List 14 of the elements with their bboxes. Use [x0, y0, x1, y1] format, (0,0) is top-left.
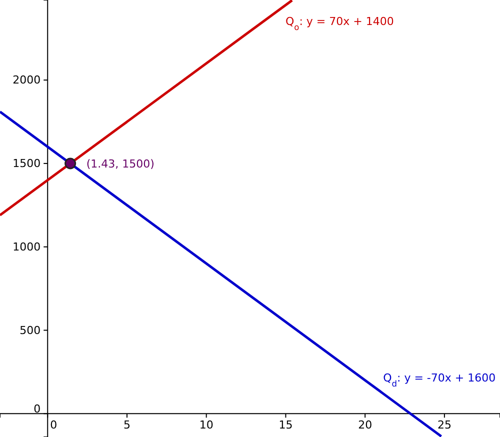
x-tick-label: 15	[278, 418, 293, 432]
series-label: Q$_{d}$: y = -70x + 1600	[383, 372, 496, 389]
y-tick-label: 0	[34, 402, 41, 416]
x-tick-label: 0	[50, 418, 58, 432]
series-label: Q$_{o}$: y = 70x + 1400	[285, 15, 394, 32]
y-tick-label: 500	[20, 324, 41, 337]
annotation: (1.43, 1500)	[86, 157, 154, 170]
y-tick-label: 1000	[12, 240, 41, 254]
x-tick-label: 5	[123, 418, 130, 432]
x-tick-label: 10	[199, 418, 214, 432]
x-tick-label: 20	[358, 418, 372, 432]
x-tick-label: 25	[437, 418, 452, 432]
y-tick-label: 1500	[12, 156, 41, 170]
y-tick-label: 2000	[12, 74, 41, 87]
